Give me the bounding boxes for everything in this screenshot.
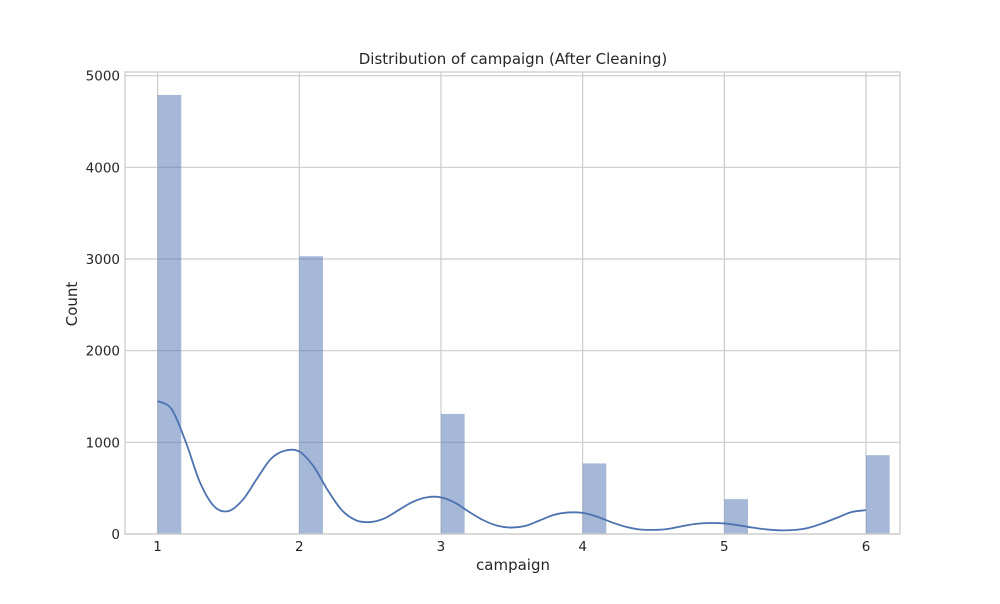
y-tick-label: 0	[111, 527, 120, 543]
y-tick-label: 4000	[86, 160, 120, 176]
y-tick-labels: 0 1000 2000 3000 4000 5000	[86, 69, 120, 543]
x-tick-label: 4	[578, 539, 587, 555]
histogram-bar	[157, 94, 182, 535]
x-tick-label: 2	[295, 539, 304, 555]
histogram-bar	[299, 256, 323, 534]
histogram-bars	[157, 94, 890, 535]
histogram-bar	[440, 413, 465, 534]
chart-title: Distribution of campaign (After Cleaning…	[359, 50, 668, 68]
kde-curve	[157, 400, 867, 532]
histogram-bar	[724, 499, 748, 534]
x-tick-label: 3	[437, 539, 446, 555]
y-tick-label: 2000	[86, 344, 120, 360]
x-axis-label: campaign	[476, 556, 550, 574]
grid-lines	[125, 72, 900, 535]
histogram-bar	[582, 463, 607, 534]
plot-frame	[124, 71, 901, 535]
y-tick-label: 5000	[86, 69, 120, 85]
x-tick-label: 1	[153, 539, 162, 555]
histogram-bar	[865, 455, 890, 534]
x-tick-labels: 1 2 3 4 5 6	[153, 539, 870, 555]
x-tick-label: 6	[862, 539, 871, 555]
y-axis-label: Count	[63, 282, 81, 327]
y-tick-label: 3000	[86, 252, 120, 268]
x-tick-label: 5	[720, 539, 729, 555]
y-tick-label: 1000	[86, 435, 120, 451]
